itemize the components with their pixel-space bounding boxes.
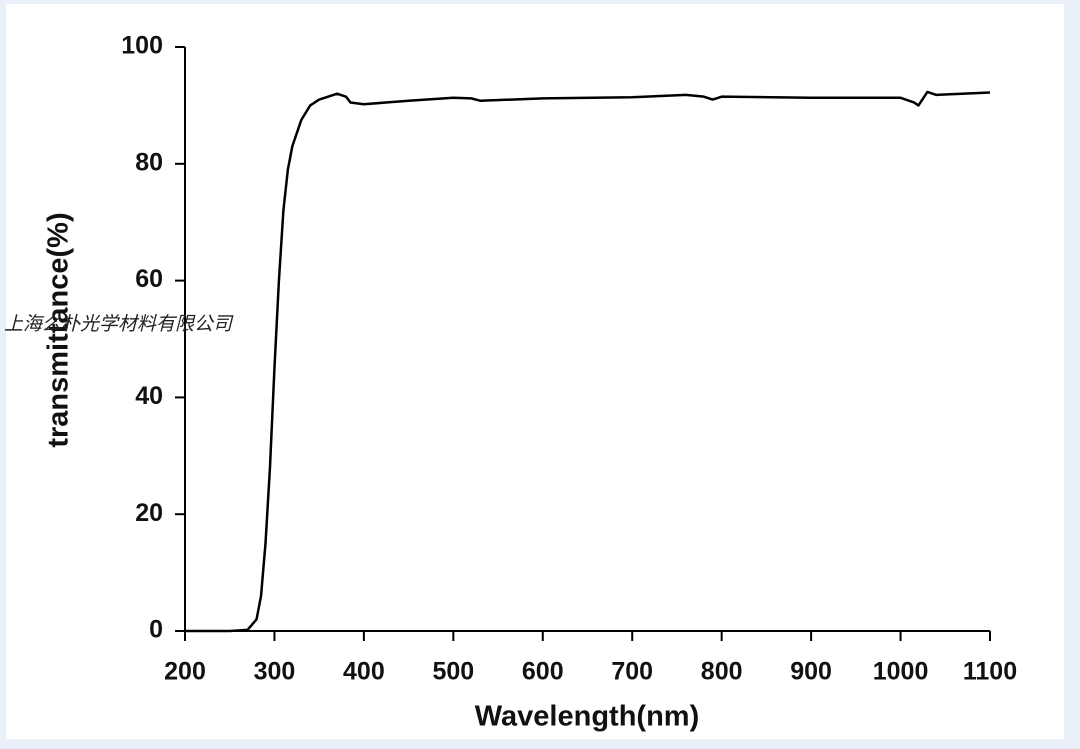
x-tick-label: 800 — [701, 658, 743, 686]
x-axis-title: Wavelength(nm) — [475, 701, 699, 733]
x-tick-label: 1100 — [963, 658, 1017, 686]
watermark: 上海么朴光学材料有限公司 — [4, 313, 234, 335]
y-tick-label: 20 — [135, 499, 163, 527]
x-tick-label: 500 — [432, 658, 474, 686]
x-tick-label: 400 — [343, 658, 385, 686]
data-line — [185, 90, 991, 633]
x-tick-label: 300 — [254, 658, 296, 686]
y-tick-label: 100 — [121, 32, 163, 60]
x-tick-label: 200 — [164, 658, 206, 686]
x-tick-label: 900 — [790, 658, 832, 686]
y-axis-title: transmittance(%) — [43, 212, 75, 447]
x-tick-label: 1000 — [873, 658, 929, 686]
chart-background — [6, 4, 1064, 739]
x-tick-label: 700 — [611, 658, 653, 686]
y-tick-label: 40 — [135, 382, 163, 410]
x-tick-label: 600 — [522, 658, 564, 686]
y-tick-label: 80 — [135, 148, 163, 176]
y-tick-label: 60 — [135, 265, 163, 293]
y-tick-label: 0 — [149, 616, 163, 644]
